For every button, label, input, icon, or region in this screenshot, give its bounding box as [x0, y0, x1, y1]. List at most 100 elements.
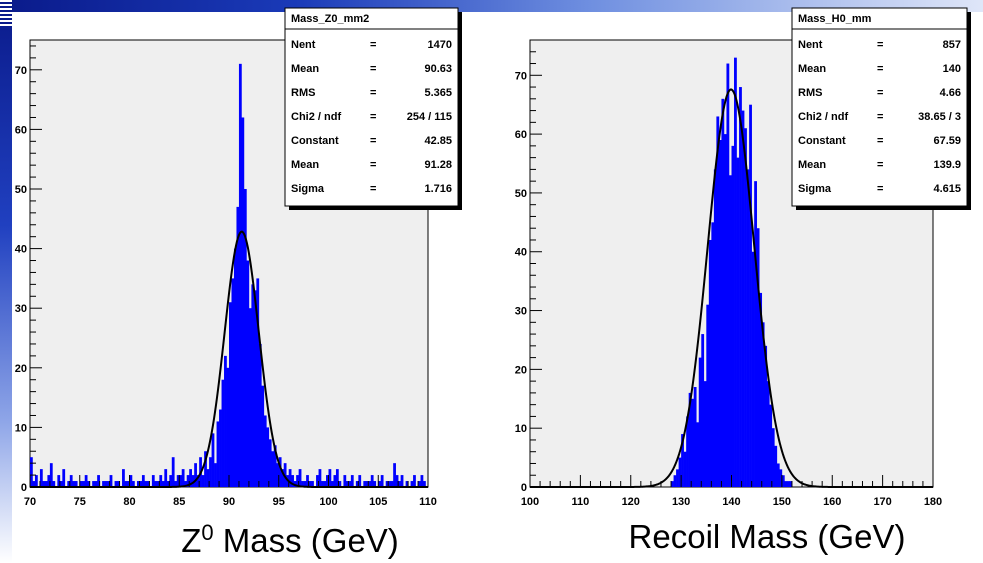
stat-label: RMS — [291, 87, 315, 99]
histogram-bar — [281, 469, 285, 487]
histogram-bar — [746, 169, 750, 488]
histogram-bar — [321, 481, 324, 487]
y-tick-label: 70 — [15, 65, 27, 77]
histogram-bar — [789, 481, 793, 487]
stat-label: Mean — [291, 63, 319, 75]
histogram-bar — [131, 481, 135, 487]
histogram-bar — [52, 481, 56, 487]
histogram-bar — [159, 475, 163, 487]
histogram-bar — [721, 98, 725, 487]
histogram-bar — [363, 481, 367, 487]
y-tick-label: 50 — [515, 188, 527, 200]
histogram-bar — [136, 481, 140, 487]
histogram-bar — [703, 381, 707, 487]
histogram-bar — [191, 475, 195, 487]
histogram-bar — [248, 308, 252, 487]
histogram-bar — [72, 481, 76, 487]
histogram-bar — [308, 481, 312, 487]
histogram-bar — [201, 475, 205, 487]
histogram-bar — [204, 451, 207, 487]
stats-box-z0 — [284, 7, 459, 207]
histogram-bar — [84, 475, 88, 487]
stat-equals: = — [370, 159, 376, 171]
histogram-bar — [759, 292, 763, 487]
histogram-bar — [39, 469, 43, 487]
histogram-bar — [673, 475, 677, 487]
histogram-bar — [764, 345, 768, 487]
histogram-bar — [214, 463, 217, 487]
histogram-bar — [776, 463, 780, 487]
histogram-bar — [355, 481, 359, 487]
histogram-bar — [127, 481, 130, 487]
histogram-bar — [179, 475, 183, 487]
histogram-bar — [276, 463, 280, 487]
histogram-bar — [296, 475, 299, 487]
stat-value: 38.65 / 3 — [918, 111, 961, 123]
histogram-bar — [263, 415, 267, 487]
histogram-bar — [62, 469, 66, 487]
histogram-bar — [316, 475, 319, 487]
histogram-bar — [139, 481, 143, 487]
histogram-bar — [206, 469, 210, 487]
histogram-bar — [211, 433, 215, 487]
stat-label: Constant — [798, 135, 846, 147]
stat-equals: = — [370, 135, 376, 147]
x-tick-label: 100 — [319, 496, 337, 508]
histogram-bar — [390, 481, 394, 487]
x-tick-label: 140 — [722, 496, 740, 508]
histogram-bar — [365, 481, 369, 487]
stat-equals: = — [877, 87, 883, 99]
histogram-bar — [701, 334, 705, 487]
histogram-bar — [698, 357, 702, 487]
histogram-bar — [194, 463, 197, 487]
histogram-bar — [749, 104, 752, 488]
stat-equals: = — [370, 87, 376, 99]
histogram-bar — [681, 434, 684, 487]
histogram-bar — [166, 481, 170, 487]
histogram-bar — [358, 475, 362, 487]
histogram-bar — [171, 457, 175, 487]
histogram-bar — [266, 427, 270, 487]
stat-equals: = — [877, 111, 883, 123]
histogram-bar — [243, 189, 247, 487]
stat-equals: = — [370, 111, 376, 123]
histogram-bar — [261, 385, 265, 487]
histogram-bar — [380, 475, 384, 487]
stat-value: 140 — [943, 63, 961, 75]
histogram-bar — [256, 278, 260, 487]
histogram-bar — [34, 475, 38, 487]
y-tick-label: 60 — [515, 129, 527, 141]
histogram-bar — [246, 260, 250, 487]
stat-equals: = — [877, 63, 883, 75]
slide-left-bar — [0, 0, 12, 563]
histogram-bar — [716, 116, 720, 488]
histogram-bar — [741, 110, 745, 487]
stat-equals: = — [370, 39, 376, 51]
x-tick-label: 150 — [773, 496, 791, 508]
histogram-bar — [94, 481, 98, 487]
histogram-bar — [161, 481, 165, 487]
histogram-bar — [686, 416, 689, 487]
histogram-bar — [189, 469, 192, 487]
histogram-bar — [129, 475, 133, 487]
histogram-bar — [219, 409, 222, 487]
stat-value: 91.28 — [424, 159, 452, 171]
histogram-bar — [751, 251, 755, 487]
x-tick-label: 130 — [672, 496, 690, 508]
stat-label: Mean — [798, 63, 826, 75]
x-tick-label: 180 — [924, 496, 942, 508]
histogram-bar — [693, 387, 697, 487]
x-axis-label: Z0 Mass (GeV) — [181, 520, 399, 559]
histogram-bar — [42, 481, 46, 487]
y-tick-label: 40 — [515, 247, 527, 259]
histogram-bar — [184, 481, 188, 487]
stat-label: Nent — [798, 39, 823, 51]
histogram-bar — [32, 481, 36, 487]
histogram-bar — [410, 481, 414, 487]
x-tick-label: 75 — [74, 496, 86, 508]
histogram-bar — [169, 475, 173, 487]
histogram-bar — [393, 463, 396, 487]
histogram-bar — [154, 481, 158, 487]
slide-top-bar — [0, 0, 983, 12]
stat-label: Chi2 / ndf — [798, 111, 848, 123]
